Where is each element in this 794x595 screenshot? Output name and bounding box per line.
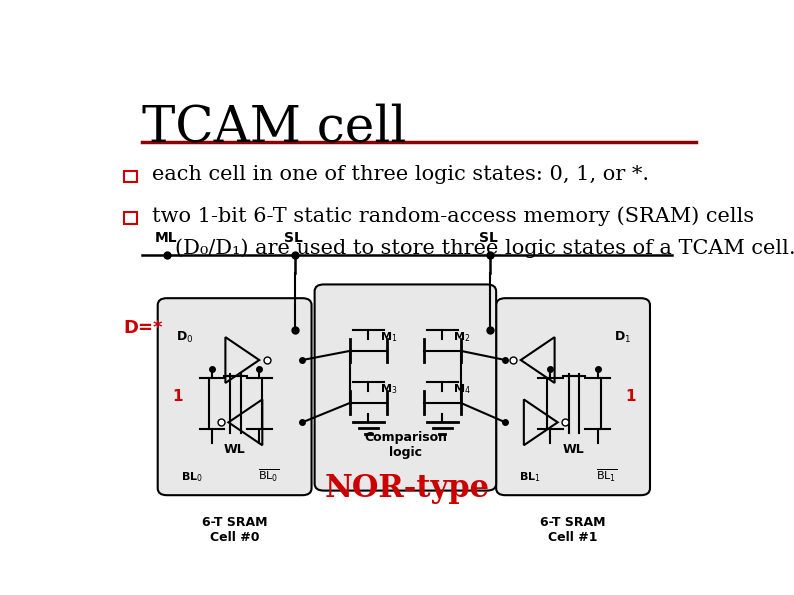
Text: WL: WL <box>224 443 245 456</box>
Text: M$_2$: M$_2$ <box>453 330 471 344</box>
Text: each cell in one of three logic states: 0, 1, or *.: each cell in one of three logic states: … <box>152 165 649 184</box>
Text: two 1-bit 6-T static random-access memory (SRAM) cells: two 1-bit 6-T static random-access memor… <box>152 206 754 226</box>
Bar <box>124 212 137 224</box>
Bar <box>124 171 137 182</box>
Text: 6-T SRAM
Cell #1: 6-T SRAM Cell #1 <box>541 516 606 544</box>
Text: D=*: D=* <box>124 319 164 337</box>
FancyBboxPatch shape <box>314 284 496 491</box>
Text: Comparison
logic: Comparison logic <box>364 431 447 459</box>
Text: SL: SL <box>284 231 303 245</box>
Text: BL$_1$: BL$_1$ <box>519 470 541 484</box>
Text: ML: ML <box>155 231 177 245</box>
Text: $\overline{\mathrm{BL_1}}$: $\overline{\mathrm{BL_1}}$ <box>596 467 618 484</box>
FancyBboxPatch shape <box>158 298 311 495</box>
Text: 1: 1 <box>626 389 636 404</box>
Text: D$_1$: D$_1$ <box>615 330 631 345</box>
Text: D$_0$: D$_0$ <box>176 330 194 345</box>
Text: M$_1$: M$_1$ <box>380 330 397 344</box>
FancyBboxPatch shape <box>496 298 650 495</box>
Text: NOR-type: NOR-type <box>325 474 489 505</box>
Text: 6-T SRAM
Cell #0: 6-T SRAM Cell #0 <box>202 516 268 544</box>
Text: (D₀/D₁) are used to store three logic states of a TCAM cell.: (D₀/D₁) are used to store three logic st… <box>175 238 794 258</box>
Text: WL: WL <box>562 443 584 456</box>
Text: SL: SL <box>480 231 498 245</box>
Text: M$_4$: M$_4$ <box>453 382 471 396</box>
Text: M$_3$: M$_3$ <box>380 382 397 396</box>
Text: BL$_0$: BL$_0$ <box>180 470 202 484</box>
Text: TCAM cell: TCAM cell <box>142 104 407 153</box>
Text: 1: 1 <box>172 389 183 404</box>
Text: $\overline{\mathrm{BL_0}}$: $\overline{\mathrm{BL_0}}$ <box>258 467 279 484</box>
